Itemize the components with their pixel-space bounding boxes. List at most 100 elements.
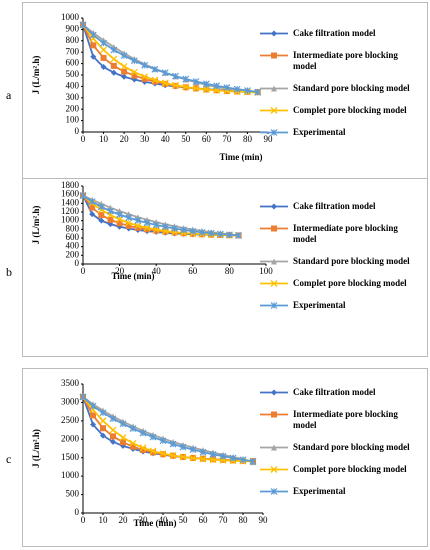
legend-icon	[260, 129, 288, 136]
legend-label: Cake filtration model	[293, 201, 376, 211]
point	[109, 415, 117, 423]
series	[79, 21, 262, 96]
y-tick-label: 700	[66, 46, 80, 56]
legend-label: Experimental	[293, 486, 346, 496]
point	[139, 444, 147, 452]
legend: Cake filtration model Intermediate pore b…	[259, 28, 421, 138]
point	[89, 211, 96, 218]
point	[179, 443, 187, 451]
point	[169, 452, 177, 459]
legend-item: Experimental	[259, 486, 421, 497]
point	[141, 73, 149, 81]
panel-label: b	[6, 265, 12, 279]
legend-item: Complet pore blocking model	[259, 278, 421, 289]
y-tick-label: 800	[66, 223, 80, 233]
x-axis-label: Time (min)	[133, 518, 176, 528]
y-tick-label: 1200	[61, 206, 80, 216]
point	[144, 226, 151, 233]
point	[213, 82, 221, 90]
point	[79, 192, 87, 199]
legend-item: Complet pore blocking model	[259, 464, 421, 475]
x-tick-label: 90	[264, 134, 274, 144]
legend-item: Intermediate pore blocking model	[259, 223, 421, 245]
legend-icon	[260, 258, 288, 265]
point	[209, 450, 217, 458]
point	[159, 437, 167, 445]
y-tick-label: 400	[66, 80, 80, 90]
y-tick-label: 3000	[61, 396, 80, 406]
point	[100, 54, 107, 61]
y-tick-label: 400	[66, 241, 80, 251]
point	[172, 72, 179, 80]
panel-label: a	[6, 88, 12, 102]
point	[189, 227, 197, 235]
point	[121, 73, 128, 80]
point	[100, 46, 108, 54]
x-tick-label: 100	[259, 266, 273, 276]
point	[189, 454, 197, 462]
point	[125, 214, 133, 222]
point	[79, 393, 87, 401]
legend-item: Cake filtration model	[259, 387, 421, 398]
legend-icon	[260, 411, 288, 418]
x-tick-label: 80	[243, 134, 253, 144]
point	[129, 425, 137, 433]
y-axis-label: J (L/m².h)	[31, 206, 41, 245]
point	[216, 230, 224, 238]
point	[189, 446, 197, 454]
point	[161, 223, 169, 231]
point	[223, 84, 231, 91]
point	[120, 62, 128, 70]
point	[116, 220, 123, 227]
legend-icon	[260, 30, 288, 37]
point	[89, 31, 97, 39]
point	[149, 433, 157, 441]
point	[107, 221, 114, 228]
x-tick-label: 60	[202, 134, 212, 144]
point	[199, 448, 207, 456]
legend-icon	[260, 203, 288, 210]
series-line	[82, 396, 254, 463]
x-tick-label: 10	[99, 515, 109, 525]
point	[233, 85, 241, 93]
y-tick-label: 800	[66, 35, 80, 45]
legend-icon	[260, 280, 288, 287]
legend-marker	[271, 411, 277, 418]
point	[97, 203, 105, 211]
point	[88, 198, 96, 206]
point	[198, 228, 206, 236]
legend-item: Standard pore blocking model	[259, 83, 421, 94]
point	[120, 439, 126, 446]
x-tick-label: 50	[181, 134, 191, 144]
legend-icon	[260, 389, 288, 396]
point	[134, 224, 141, 231]
legend-item: Complet pore blocking model	[259, 105, 421, 116]
point	[149, 447, 157, 455]
y-tick-label: 0	[75, 258, 80, 268]
series	[79, 192, 242, 239]
series-line	[82, 24, 258, 94]
point	[100, 425, 106, 432]
y-tick-label: 200	[66, 249, 80, 259]
point	[98, 212, 105, 219]
legend-marker	[271, 203, 277, 210]
point	[172, 81, 179, 89]
point	[134, 222, 142, 230]
legend-marker	[270, 466, 278, 473]
point	[143, 224, 151, 232]
point	[182, 83, 190, 91]
point	[139, 429, 147, 437]
point	[109, 426, 117, 434]
series	[79, 393, 257, 465]
series	[79, 393, 257, 465]
legend-marker	[271, 444, 277, 451]
point	[180, 226, 188, 234]
point	[141, 61, 149, 69]
y-tick-label: 600	[66, 232, 80, 242]
point	[134, 217, 142, 224]
point	[100, 432, 106, 439]
x-tick-label: 30	[139, 515, 149, 525]
legend-marker	[270, 488, 278, 495]
legend-marker	[271, 389, 277, 396]
y-axis-label: J (L/m².h)	[31, 56, 41, 95]
